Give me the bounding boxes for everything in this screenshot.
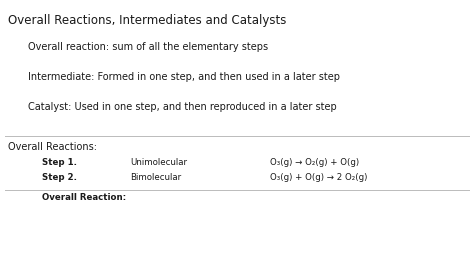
Text: Overall Reactions:: Overall Reactions:	[8, 142, 97, 152]
Text: Overall reaction: sum of all the elementary steps: Overall reaction: sum of all the element…	[28, 42, 268, 52]
Text: Step 2.: Step 2.	[42, 173, 77, 182]
Text: Bimolecular: Bimolecular	[130, 173, 181, 182]
Text: Overall Reaction:: Overall Reaction:	[42, 193, 126, 202]
Text: Step 1.: Step 1.	[42, 158, 77, 167]
Text: Overall Reactions, Intermediates and Catalysts: Overall Reactions, Intermediates and Cat…	[8, 14, 286, 27]
Text: O₃(g) → O₂(g) + O(g): O₃(g) → O₂(g) + O(g)	[270, 158, 359, 167]
Text: Unimolecular: Unimolecular	[130, 158, 187, 167]
Text: Catalyst: Used in one step, and then reproduced in a later step: Catalyst: Used in one step, and then rep…	[28, 102, 337, 112]
Text: Intermediate: Formed in one step, and then used in a later step: Intermediate: Formed in one step, and th…	[28, 72, 340, 82]
Text: O₃(g) + O(g) → 2 O₂(g): O₃(g) + O(g) → 2 O₂(g)	[270, 173, 367, 182]
